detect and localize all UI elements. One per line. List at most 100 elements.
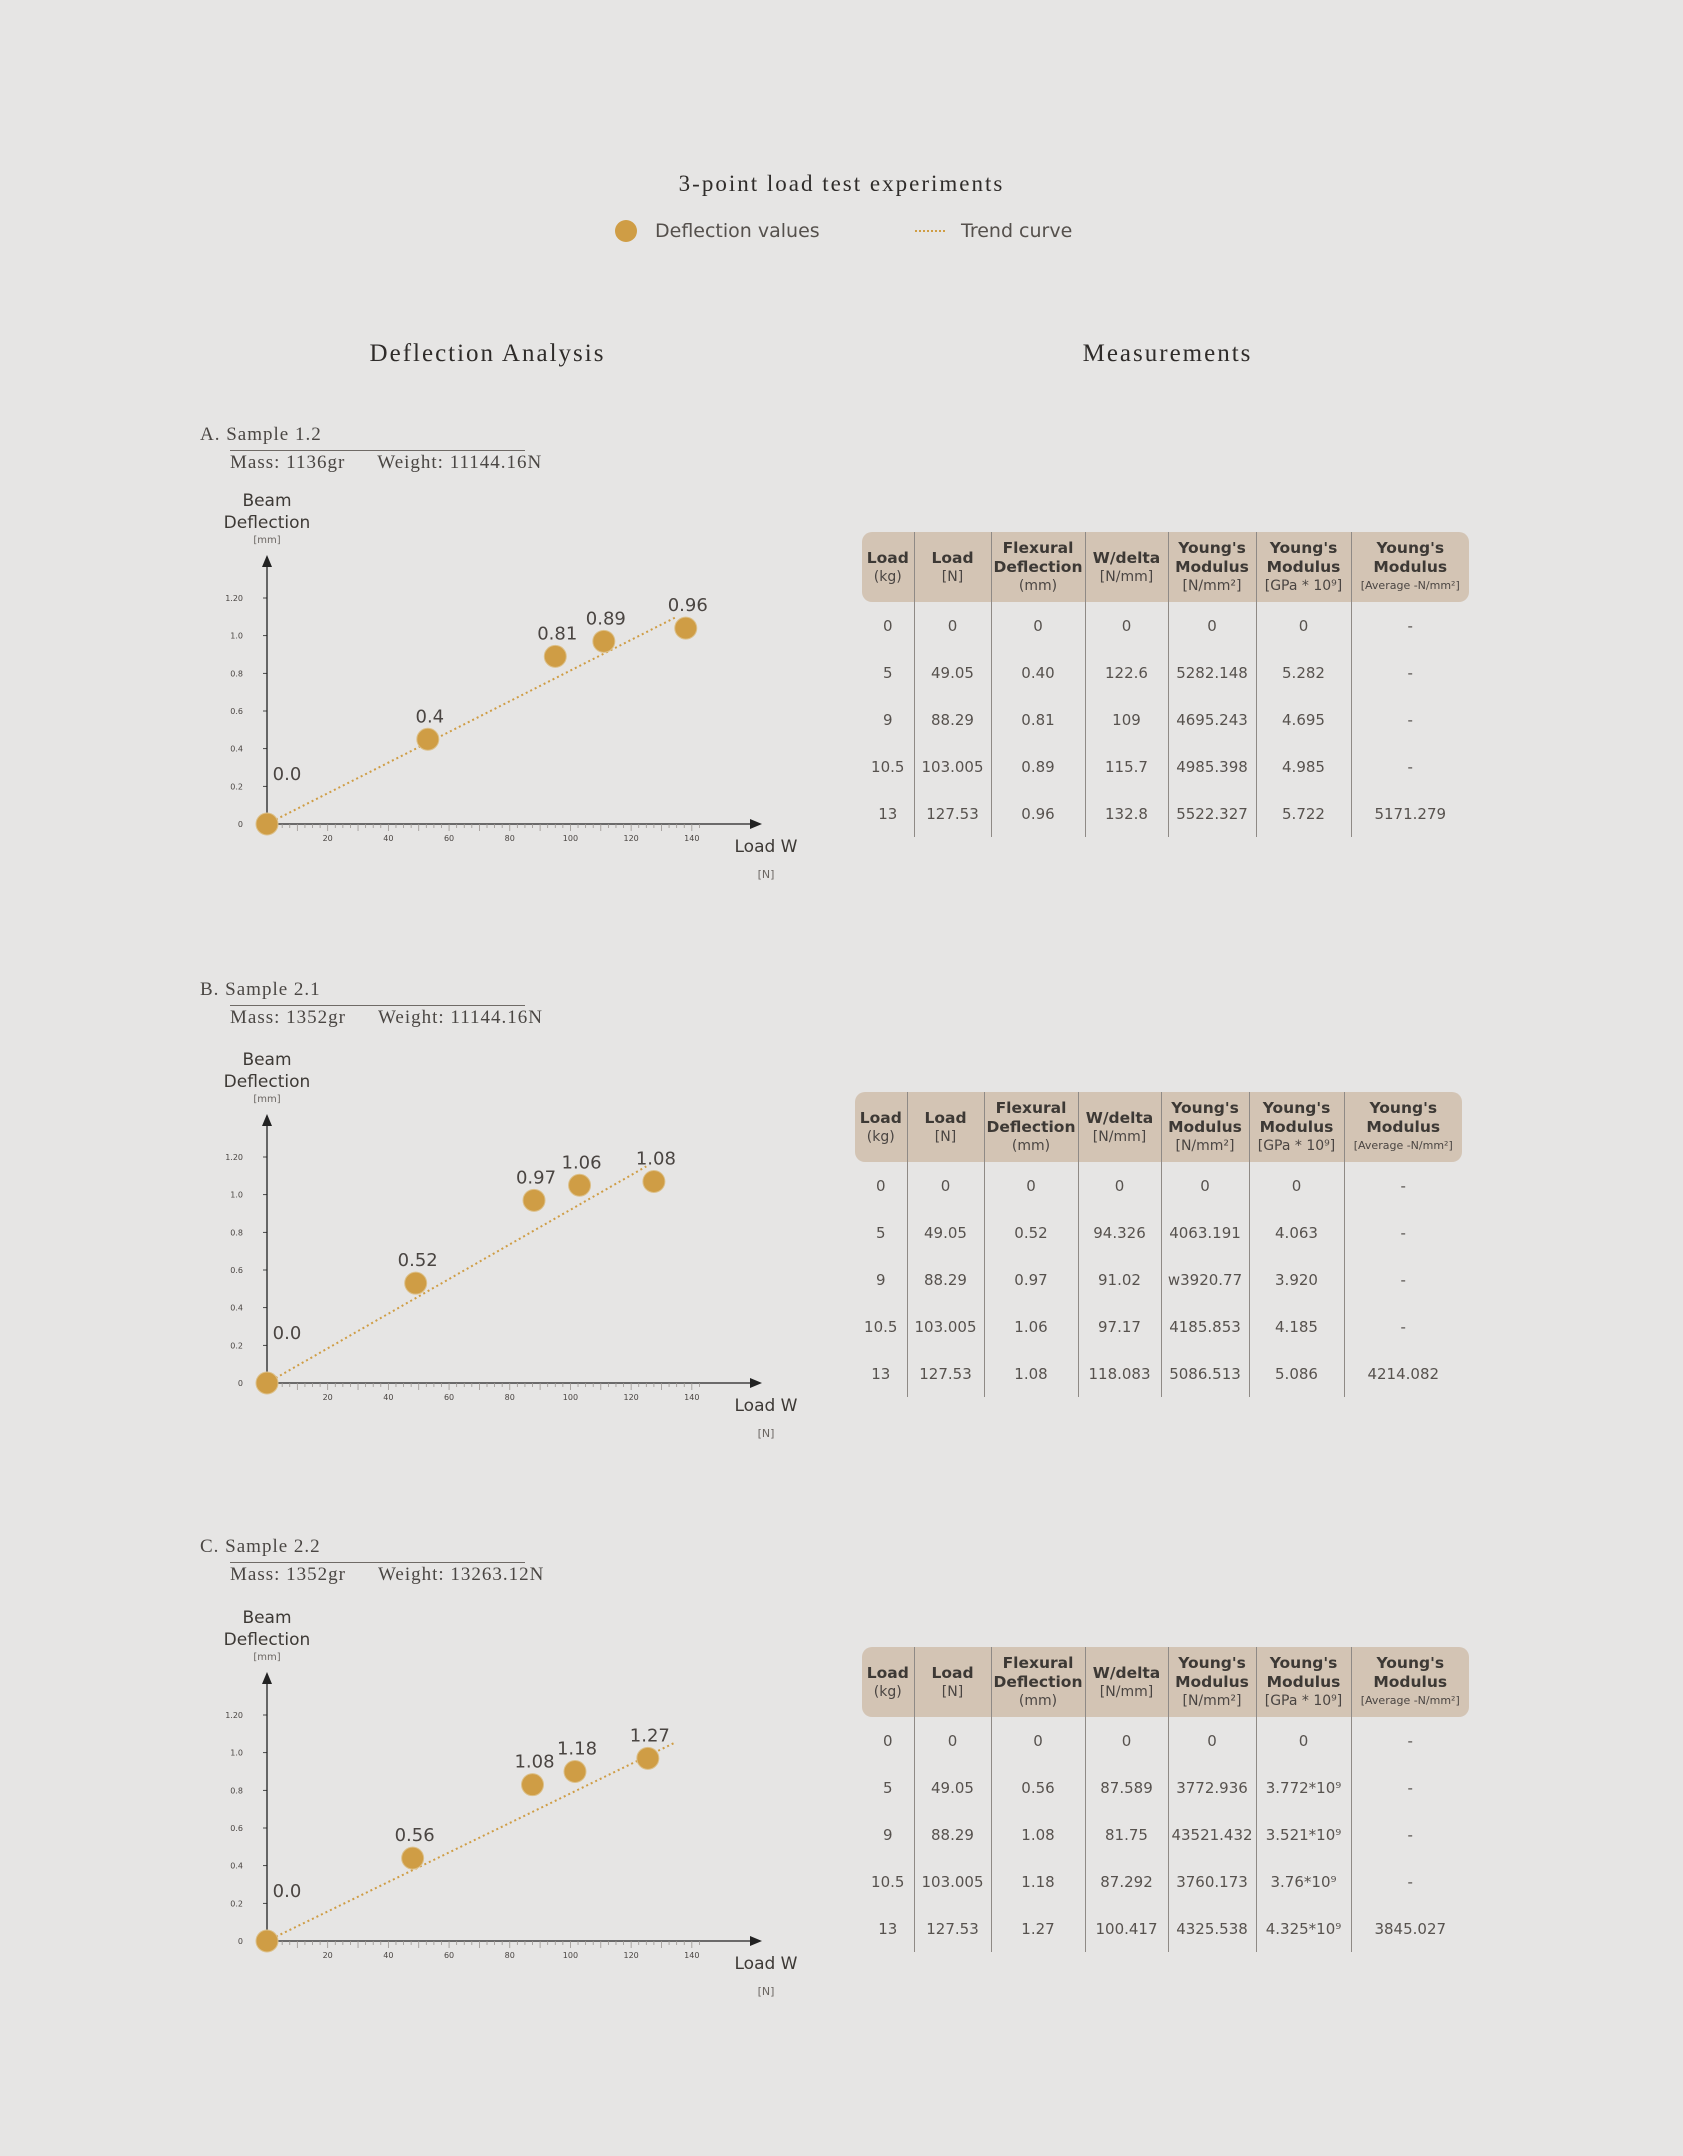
column-header-unit: [N/mm²] xyxy=(1175,1138,1235,1154)
data-point xyxy=(563,1760,587,1783)
x-tick-label: 140 xyxy=(684,834,699,843)
y-tick-label: 1.0 xyxy=(230,1191,243,1200)
table-cell: 13 xyxy=(878,804,898,823)
table-cell: 94.326 xyxy=(1077,1209,1161,1256)
table-cell: - xyxy=(1343,1209,1462,1256)
table-cell: 3760.173 xyxy=(1167,1858,1256,1905)
table-cell: 4695.243 xyxy=(1167,696,1256,743)
column-header: Young's Modulus [Average -N/mm²] xyxy=(1350,532,1469,602)
y-tick-label: 0 xyxy=(238,1937,243,1946)
table-row: 10.5 103.005 1.18 87.292 3760.173 3.76*10⁹ - xyxy=(862,1858,1469,1905)
y-tick-label: 0.2 xyxy=(230,1341,243,1350)
table-cell: 0 xyxy=(1167,602,1256,649)
y-tick-label: 0.4 xyxy=(230,745,243,754)
y-tick-label: 0.4 xyxy=(230,1862,243,1871)
table-cell: 0 xyxy=(990,602,1085,649)
column-header-unit: (mm) xyxy=(1011,1138,1051,1154)
table-cell: - xyxy=(1350,743,1469,790)
table-cell: 118.083 xyxy=(1077,1350,1161,1397)
table-cell: 3.521*10⁹ xyxy=(1255,1811,1351,1858)
column-header-unit: (mm) xyxy=(1018,1693,1058,1709)
table-cell: 0.40 xyxy=(990,649,1085,696)
table-cell: 3.76*10⁹ xyxy=(1255,1858,1351,1905)
y-axis-label: Deflection xyxy=(224,513,311,533)
y-axis-label: Beam xyxy=(242,1050,291,1070)
column-header: Young's Modulus [N/mm²] xyxy=(1160,1092,1249,1162)
x-tick-label: 100 xyxy=(563,1393,578,1402)
column-header: Young's Modulus [GPa * 10⁹] xyxy=(1255,1647,1351,1717)
trend-curve xyxy=(266,1165,647,1384)
column-header-label: W/delta xyxy=(1092,1663,1161,1682)
y-axis-arrow xyxy=(262,1114,272,1126)
column-header-label: Young's Modulus xyxy=(1266,539,1341,576)
table-cell: 100.417 xyxy=(1084,1905,1168,1952)
table-cell: 5171.279 xyxy=(1350,790,1469,837)
column-header-label: Load xyxy=(866,548,909,567)
data-label: 0.0 xyxy=(273,764,302,785)
table-cell: 5.086 xyxy=(1248,1350,1344,1397)
table-row: 5 49.05 0.40 122.6 5282.148 5.282- xyxy=(862,649,1469,696)
sample-heading: C. Sample 2.2 xyxy=(200,1536,321,1557)
x-tick-label: 100 xyxy=(563,1951,578,1960)
table-cell: 10.5 xyxy=(871,1872,905,1891)
table-cell: 1.27 xyxy=(990,1905,1085,1952)
table-cell: 4.985 xyxy=(1255,743,1351,790)
data-point xyxy=(592,629,616,653)
column-header-label: Flexural Deflection xyxy=(993,539,1083,576)
table-cell: 4185.853 xyxy=(1160,1303,1249,1350)
table-header-row: Load (kg) Load [N] Flexural Deflection (mm) W/… xyxy=(862,532,1469,602)
data-point xyxy=(642,1169,666,1193)
table-cell: - xyxy=(1350,696,1469,743)
x-tick-label: 140 xyxy=(684,1393,699,1402)
table-cell: 1.08 xyxy=(983,1350,1078,1397)
x-tick-label: 60 xyxy=(444,1393,454,1402)
table-row: 10.5 103.005 1.06 97.17 4185.853 4.185- xyxy=(855,1303,1462,1350)
table-cell: 5 xyxy=(882,663,893,682)
data-label: 0.4 xyxy=(416,706,445,727)
column-header-unit: [N] xyxy=(934,1128,957,1145)
table-cell: 4214.082 xyxy=(1343,1350,1462,1397)
column-header: W/delta [N/mm] xyxy=(1084,1647,1168,1717)
column-header-label: Load xyxy=(866,1663,909,1682)
table-cell: 103.005 xyxy=(913,743,991,790)
table-cell: 13 xyxy=(878,1919,898,1938)
table-cell: 87.589 xyxy=(1084,1764,1168,1811)
sample-mass: Mass: 1352gr xyxy=(230,1007,346,1028)
column-header-label: Flexural Deflection xyxy=(993,1654,1083,1691)
data-label: 1.18 xyxy=(557,1739,597,1760)
table-cell: 3.920 xyxy=(1248,1256,1344,1303)
data-label: 0.89 xyxy=(586,608,626,629)
table-cell: 49.05 xyxy=(906,1209,984,1256)
column-header-label: Load xyxy=(931,548,974,567)
y-tick-label: 1.0 xyxy=(230,632,243,641)
y-axis-label: Deflection xyxy=(224,1630,311,1650)
y-tick-label: 0.6 xyxy=(230,1824,243,1833)
column-header: Load (kg) xyxy=(855,1092,907,1162)
x-tick-label: 140 xyxy=(684,1951,699,1960)
table-cell: 0.81 xyxy=(990,696,1085,743)
column-header-label: Young's Modulus xyxy=(1168,1099,1242,1136)
x-axis-unit: [N] xyxy=(758,1427,775,1440)
trend-curve xyxy=(266,615,678,825)
x-tick-label: 120 xyxy=(623,834,638,843)
data-label: 1.06 xyxy=(562,1152,602,1173)
column-header-unit: [Average -N/mm²] xyxy=(1360,1694,1460,1707)
table-row: 5 49.05 0.56 87.589 3772.936 3.772*10⁹ - xyxy=(862,1764,1469,1811)
y-axis-label: Beam xyxy=(242,1608,291,1628)
table-cell: 0.56 xyxy=(990,1764,1085,1811)
y-tick-label: 0.6 xyxy=(230,707,243,716)
table-cell: 127.53 xyxy=(913,1905,991,1952)
y-tick-label: 0.8 xyxy=(230,1786,243,1795)
data-point xyxy=(255,812,279,836)
table-cell: 87.292 xyxy=(1084,1858,1168,1905)
column-header: Load [N] xyxy=(913,1647,991,1717)
data-label: 0.0 xyxy=(273,1323,302,1344)
table-cell: 3772.936 xyxy=(1167,1764,1256,1811)
data-point xyxy=(522,1188,546,1212)
table-cell: - xyxy=(1343,1303,1462,1350)
sample-heading: A. Sample 1.2 xyxy=(200,424,322,445)
table-cell: 0 xyxy=(1084,602,1168,649)
